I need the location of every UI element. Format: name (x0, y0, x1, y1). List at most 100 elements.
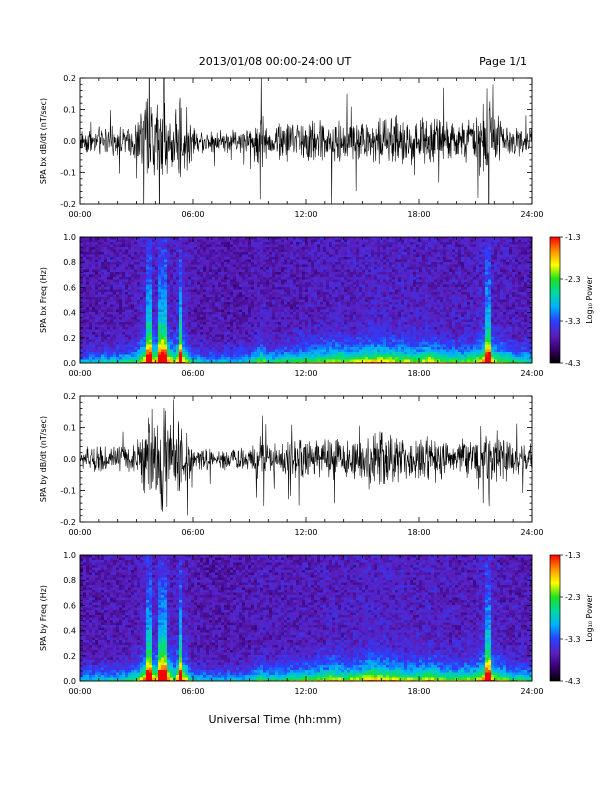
spectrogram-cell (263, 327, 266, 330)
spectrogram-cell (362, 322, 365, 325)
spectrogram-cell (188, 247, 191, 250)
spectrogram-cell (311, 302, 314, 305)
spectrogram-cell (119, 312, 122, 315)
spectrogram-cell (185, 240, 188, 243)
spectrogram-cell (302, 305, 305, 308)
spectrogram-cell (365, 250, 368, 253)
spectrogram-cell (221, 310, 224, 313)
spectrogram-cell (203, 297, 206, 300)
spectrogram-cell (338, 340, 341, 343)
spectrogram-cell (188, 347, 191, 350)
spectrogram-cell (362, 267, 365, 270)
spectrogram-cell (155, 352, 158, 355)
spectrogram-cell (356, 300, 359, 303)
spectrogram-cell (299, 282, 302, 285)
spectrogram-cell (176, 347, 179, 350)
spectrogram-cell (80, 290, 83, 293)
spectrogram-cell (347, 272, 350, 275)
spectrogram-cell (188, 337, 191, 340)
spectrogram-cell (239, 255, 242, 258)
spectrogram-cell (86, 335, 89, 338)
spectrogram-cell (341, 317, 344, 320)
spectrogram-cell (236, 360, 239, 363)
spectrogram-cell (257, 337, 260, 340)
spectrogram-cell (206, 322, 209, 325)
spectrogram-cell (176, 355, 179, 358)
spectrogram-cell (236, 267, 239, 270)
spectrogram-cell (167, 347, 170, 350)
spectrogram-cell (329, 257, 332, 260)
spectrogram-cell (323, 300, 326, 303)
spectrogram-cell (308, 287, 311, 290)
spectrogram-cell (98, 250, 101, 253)
spectrogram-cell (158, 292, 161, 295)
spectrogram-cell (344, 322, 347, 325)
spectrogram-cell (359, 290, 362, 293)
spectrogram-cell (122, 357, 125, 360)
spectrogram-cell (293, 345, 296, 348)
spectrogram-cell (173, 275, 176, 278)
spectrogram-cell (167, 335, 170, 338)
spectrogram-cell (104, 257, 107, 260)
spectrogram-cell (227, 310, 230, 313)
spectrogram-cell (119, 327, 122, 330)
spectrogram-cell (296, 342, 299, 345)
spectrogram-cell (107, 240, 110, 243)
spectrogram-cell (134, 290, 137, 293)
spectrogram-cell (236, 255, 239, 258)
spectrogram-cell (311, 292, 314, 295)
spectrogram-cell (281, 327, 284, 330)
spectrogram-cell (203, 245, 206, 248)
spectrogram-cell (290, 305, 293, 308)
spectrogram-cell (98, 262, 101, 265)
spectrogram-cell (191, 247, 194, 250)
spectrogram-cell (116, 347, 119, 350)
spectrogram-cell (134, 300, 137, 303)
spectrogram-cell (167, 352, 170, 355)
spectrogram-cell (227, 265, 230, 268)
spectrogram-cell (155, 285, 158, 288)
spectrogram-cell (314, 347, 317, 350)
spectrogram-cell (245, 310, 248, 313)
spectrogram-cell (101, 315, 104, 318)
spectrogram-cell (107, 342, 110, 345)
spectrogram-cell (263, 282, 266, 285)
spectrogram-cell (356, 287, 359, 290)
spectrogram-cell (332, 257, 335, 260)
spectrogram-cell (140, 337, 143, 340)
spectrogram-cell (308, 307, 311, 310)
spectrogram-cell (95, 305, 98, 308)
spectrogram-cell (146, 295, 149, 298)
spectrogram-cell (299, 335, 302, 338)
spectrogram-cell (119, 347, 122, 350)
spectrogram-cell (188, 255, 191, 258)
spectrogram-cell (290, 332, 293, 335)
spectrogram-cell (233, 277, 236, 280)
spectrogram-cell (299, 300, 302, 303)
spectrogram-cell (110, 302, 113, 305)
spectrogram-cell (200, 280, 203, 283)
spectrogram-cell (293, 280, 296, 283)
spectrogram-cell (215, 347, 218, 350)
spectrogram-cell (290, 247, 293, 250)
spectrogram-cell (260, 292, 263, 295)
spectrogram-cell (134, 310, 137, 313)
spectrogram-cell (317, 295, 320, 298)
spectrogram-cell (131, 282, 134, 285)
spectrogram-cell (110, 355, 113, 358)
spectrogram-cell (86, 255, 89, 258)
spectrogram-cell (272, 250, 275, 253)
spectrogram-cell (356, 282, 359, 285)
spectrogram-cell (119, 325, 122, 328)
spectrogram-cell (194, 255, 197, 258)
spectrogram-cell (152, 360, 155, 363)
spectrogram-cell (167, 290, 170, 293)
spectrogram-cell (290, 275, 293, 278)
spectrogram-cell (257, 352, 260, 355)
spectrogram-cell (365, 317, 368, 320)
spectrogram-cell (95, 282, 98, 285)
spectrogram-cell (284, 300, 287, 303)
spectrogram-cell (143, 250, 146, 253)
spectrogram-cell (140, 297, 143, 300)
spectrogram-cell (149, 322, 152, 325)
